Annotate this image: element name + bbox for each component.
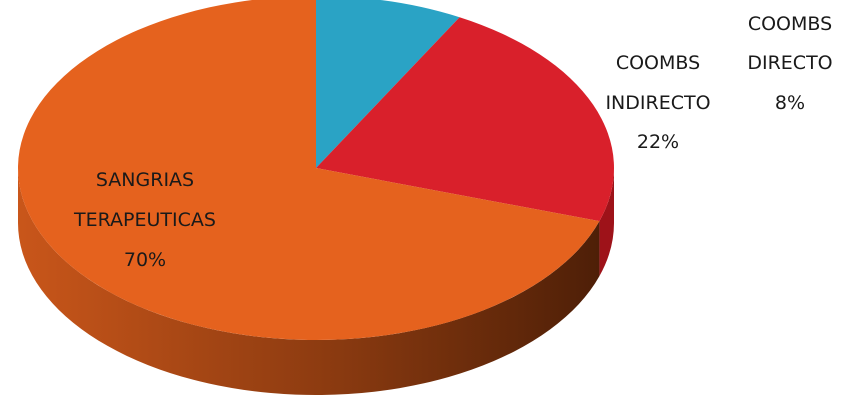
slice-value-label: 70% bbox=[124, 249, 166, 271]
pie-slice-coombs-indirecto bbox=[316, 17, 614, 222]
slice-value-label: 8% bbox=[775, 92, 805, 114]
pie-slice-sangrias-terapeuticas bbox=[18, 0, 600, 340]
pie-3d-sides bbox=[17, 168, 614, 396]
pie-side-coombs-indirecto bbox=[599, 168, 614, 277]
pie-side-sangrias-terapeuticas bbox=[17, 168, 600, 396]
slice-label-coombs-indirecto: COOMBS INDIRECTO 22% bbox=[605, 52, 710, 153]
slice-label-line: TERAPEUTICAS bbox=[73, 209, 216, 231]
slice-label-line: DIRECTO bbox=[747, 52, 832, 74]
slice-label-line: SANGRIAS bbox=[96, 169, 194, 191]
slice-label-coombs-directo: COOMBS DIRECTO 8% bbox=[747, 13, 832, 114]
slice-value-label: 22% bbox=[637, 131, 679, 153]
slice-label-line: COOMBS bbox=[616, 52, 700, 74]
pie-slices bbox=[18, 0, 614, 340]
pie-slice-coombs-directo bbox=[316, 0, 460, 168]
slice-label-sangrias-terapeuticas: SANGRIAS TERAPEUTICAS 70% bbox=[73, 169, 216, 271]
slice-label-line: INDIRECTO bbox=[605, 92, 710, 114]
slice-label-line: COOMBS bbox=[748, 13, 832, 35]
